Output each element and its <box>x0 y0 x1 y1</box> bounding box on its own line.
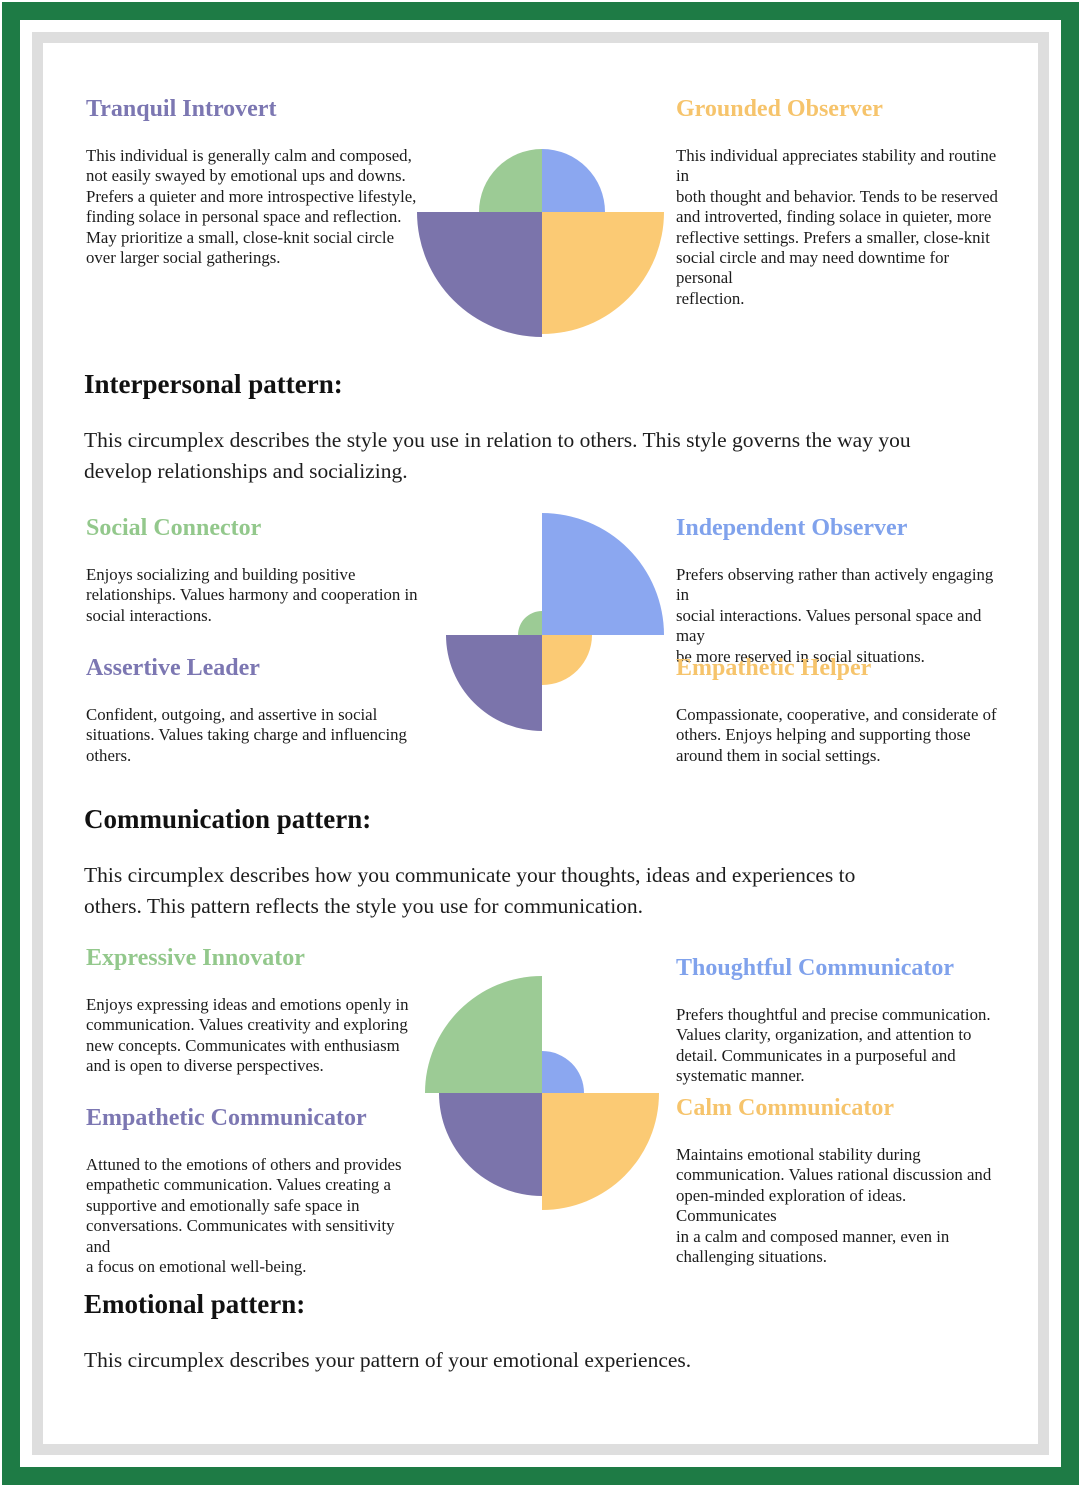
interpersonal-pattern-heading: Interpersonal pattern: <box>84 369 343 399</box>
card-title-thoughtful-communicator: Thoughtful Communicator <box>676 955 955 981</box>
card-body-assertive-leader: Confident, outgoing, and assertive in so… <box>86 705 407 765</box>
card-body-expressive-innovator: Enjoys expressing ideas and emotions ope… <box>86 995 409 1076</box>
card-body-empathetic-helper: Compassionate, cooperative, and consider… <box>676 705 997 765</box>
interpersonal-pattern-description: This circumplex describes the style you … <box>84 428 911 483</box>
card-body-calm-communicator: Maintains emotional stability during com… <box>676 1145 992 1267</box>
top-left-quadrant <box>425 976 542 1093</box>
top-left-quadrant <box>518 611 542 635</box>
bottom-left-quadrant <box>446 635 542 731</box>
bottom-left-quadrant <box>417 212 542 337</box>
interpersonal-circumplex-chart <box>446 513 664 731</box>
card-title-expressive-innovator: Expressive Innovator <box>86 945 305 971</box>
overall-circumplex-chart <box>417 149 664 337</box>
card-body-independent-observer: Prefers observing rather than actively e… <box>676 565 994 666</box>
bottom-right-quadrant <box>542 212 664 334</box>
bottom-right-quadrant <box>542 1093 659 1210</box>
communication-pattern-heading: Communication pattern: <box>84 804 372 834</box>
card-body-empathetic-communicator: Attuned to the emotions of others and pr… <box>86 1155 402 1277</box>
emotional-pattern-heading: Emotional pattern: <box>84 1289 306 1319</box>
card-title-social-connector: Social Connector <box>86 515 262 541</box>
bottom-right-quadrant <box>542 635 592 685</box>
card-body-social-connector: Enjoys socializing and building positive… <box>86 565 418 625</box>
card-title-calm-communicator: Calm Communicator <box>676 1095 894 1121</box>
profile-body-grounded-observer: This individual appreciates stability an… <box>676 146 998 308</box>
profile-title-grounded-observer: Grounded Observer <box>676 96 883 122</box>
card-body-thoughtful-communicator: Prefers thoughtful and precise communica… <box>676 1005 991 1086</box>
top-right-quadrant <box>542 1051 584 1093</box>
card-title-empathetic-helper: Empathetic Helper <box>676 655 872 681</box>
card-title-empathetic-communicator: Empathetic Communicator <box>86 1105 367 1131</box>
top-right-quadrant <box>542 513 664 635</box>
communication-circumplex-chart <box>425 976 659 1210</box>
profile-body-tranquil-introvert: This individual is generally calm and co… <box>86 146 417 268</box>
communication-pattern-description: This circumplex describes how you commun… <box>84 863 856 918</box>
card-title-independent-observer: Independent Observer <box>676 515 908 541</box>
top-right-quadrant <box>542 149 605 212</box>
card-title-assertive-leader: Assertive Leader <box>86 655 260 681</box>
profile-title-tranquil-introvert: Tranquil Introvert <box>86 96 277 122</box>
emotional-pattern-description: This circumplex describes your pattern o… <box>84 1348 692 1372</box>
top-left-quadrant <box>479 149 542 212</box>
bottom-left-quadrant <box>439 1093 542 1196</box>
